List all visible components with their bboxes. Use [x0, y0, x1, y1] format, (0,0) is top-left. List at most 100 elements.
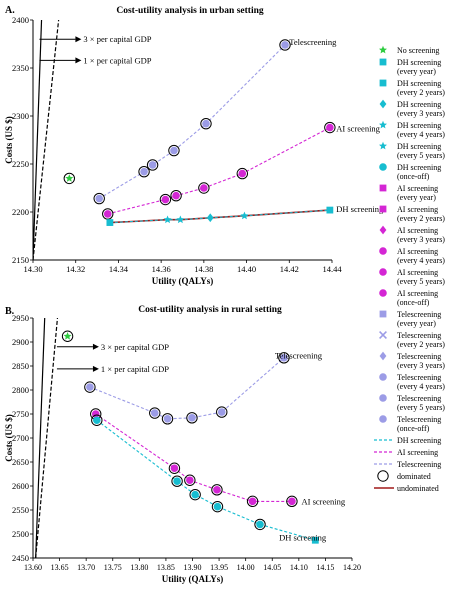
- panel-a-dh-screening-point-square: [106, 219, 114, 226]
- legend-label: (every 2 years): [397, 340, 445, 349]
- panel-a-ai-screening-point-dot: [200, 184, 208, 192]
- panel-b-dh-screening-point: [189, 488, 201, 501]
- legend-label: Telescreening: [397, 373, 441, 382]
- panel-b-ai-screening-point-dot: [288, 497, 296, 506]
- legend-label: undominated: [397, 484, 439, 493]
- legend-item: AI screening(every year): [397, 184, 438, 202]
- panel-a-telescreening-point: [138, 165, 150, 178]
- legend-symbol: [379, 331, 387, 339]
- panel-a-telescreening-point: [168, 144, 180, 157]
- panel-a-dh-screening-point-star: [176, 215, 185, 224]
- panel-a-ytick-label: 2150: [12, 255, 29, 265]
- legend-label: Telescreening: [397, 352, 441, 361]
- panel-b-dh-screening-point-square: [311, 536, 319, 544]
- panel-a-ai-screening-point-dominated-ring: [236, 167, 249, 180]
- panel-b-ai-screening-point: [184, 474, 196, 486]
- legend-item: AI screening(every 4 years): [397, 247, 445, 265]
- panel-a-xtick-label: 14.36: [152, 264, 171, 274]
- legend-item: AI screening: [374, 448, 438, 457]
- panel-b-dh-screening-point: [91, 414, 103, 426]
- legend-label: DH screening: [397, 100, 441, 109]
- panel-b-dh-screening-point-dot: [191, 490, 199, 499]
- panel-b-ai-screening-point-dominated-ring: [168, 462, 181, 474]
- panel-a-telescreening-point-dominated-ring: [146, 159, 159, 171]
- legend-label: AI screening: [397, 226, 438, 235]
- panel-b-ytick-label: 2750: [12, 409, 29, 419]
- panel-b-ytick-label: 2600: [12, 481, 29, 491]
- panel-b-ytick-label: 2550: [12, 505, 29, 515]
- legend-item: undominated: [374, 484, 439, 493]
- legend-item: Telescreening(every 4 years): [397, 373, 445, 391]
- legend-label: (every year): [397, 67, 436, 76]
- legend-label: dominated: [397, 472, 431, 481]
- panel-a-telescreening-point-dot: [281, 41, 289, 49]
- panel-a-ai-screening-point-dominated-ring: [170, 189, 182, 202]
- legend-label: (every 2 years): [397, 214, 445, 223]
- legend-label: (every 4 years): [397, 130, 445, 139]
- panel-b-telescreening-point-dot: [188, 414, 196, 422]
- legend-label: DH screening: [397, 79, 441, 88]
- panel-b-ytick-label: 2950: [12, 313, 29, 323]
- panel-a-threshold-label: 1 × per capital GDP: [83, 55, 151, 65]
- panel-a-telescreening-point-dominated-ring: [93, 192, 105, 205]
- panel-b-telescreening-point-dominated-ring: [161, 413, 174, 425]
- legend-symbol-square: [379, 310, 387, 318]
- panel-a-ai-screening-point: [236, 167, 249, 180]
- legend-symbol-star: [379, 45, 387, 54]
- panel-b-telescreening-point-dominated-ring: [84, 381, 96, 393]
- legend-label: Telescreening: [397, 331, 441, 340]
- legend-symbol: [379, 99, 387, 109]
- panel-b-telescreening-label: Telescreening: [275, 350, 323, 360]
- legend-label: DH screening: [397, 163, 441, 172]
- legend-label: No screening: [397, 46, 439, 55]
- panel-b-ytick-label: 2500: [12, 529, 29, 539]
- panel-a-ytick-label: 2200: [12, 207, 29, 217]
- panel-b-xtick-label: 14.05: [263, 563, 281, 572]
- legend-symbol-dot: [379, 373, 387, 381]
- legend-item: DH screening(every year): [397, 58, 441, 76]
- panel-a-ytick-label: 2350: [12, 63, 29, 73]
- legend-item: DH screening(every 2 years): [397, 79, 445, 97]
- panel-b-no-screening-point: [61, 330, 74, 342]
- legend-label: (every 5 years): [397, 403, 445, 412]
- legend-item: AI screening(every 2 years): [397, 205, 445, 223]
- legend-symbol: [379, 163, 387, 171]
- panel-b-xtick-label: 13.70: [77, 563, 95, 572]
- legend-item: AI screening(once-off): [397, 289, 438, 307]
- panel-b-telescreening-line: [89, 357, 285, 420]
- panel-a-x-axis-label: Utility (QALYs): [152, 276, 213, 286]
- panel-b-telescreening-point-dot: [217, 408, 226, 416]
- legend-item: DH screening: [374, 436, 441, 445]
- legend-symbol: [379, 394, 387, 402]
- legend-item: Telescreening: [374, 460, 441, 469]
- panel-b-dh-screening-point-dominated-ring: [91, 414, 103, 426]
- legend-symbol-diamond: [379, 351, 387, 361]
- panel-b-y-axis-label: Costs (US $): [4, 414, 14, 462]
- legend-symbol-dot: [379, 163, 387, 171]
- legend-symbol: [379, 184, 387, 192]
- panel-a-dh-screening-point-diamond: [206, 213, 214, 223]
- legend-label: (once-off): [397, 424, 430, 433]
- legend-label: (every year): [397, 319, 436, 328]
- legend-item: DH screening(every 4 years): [397, 121, 445, 139]
- panel-a-xtick-label: 14.30: [23, 264, 42, 274]
- legend-label: Telescreening: [397, 460, 441, 469]
- legend-label: (every 3 years): [397, 361, 445, 370]
- panel-a-telescreening-point: [279, 39, 291, 51]
- legend-item: dominated: [377, 470, 431, 482]
- panel-b-telescreening-point: [186, 412, 198, 424]
- panel-b-telescreening-point: [149, 407, 161, 419]
- panel-b-ytick-label: 2450: [12, 553, 29, 563]
- panel-b-threshold-arrow-head: [92, 365, 99, 372]
- panel-b-ai-screening-point: [286, 495, 298, 508]
- panel-a-ai-screening-label: AI screening: [336, 123, 380, 133]
- panel-b-ai-screening-point: [246, 495, 259, 508]
- panel-b-dh-screening-point-dot: [173, 477, 181, 486]
- legend-symbol-square: [379, 58, 387, 66]
- panel-a-title: Cost-utility analysis in urban setting: [116, 6, 264, 16]
- panel-b-letter: B.: [5, 306, 15, 317]
- panel-a-threshold-arrow-head: [75, 57, 82, 64]
- panel-a-dh-screening-point: [106, 219, 114, 226]
- panel-b-ai-screening-point-dominated-ring: [286, 495, 298, 508]
- panel-b-xtick-label: 14.10: [290, 563, 308, 572]
